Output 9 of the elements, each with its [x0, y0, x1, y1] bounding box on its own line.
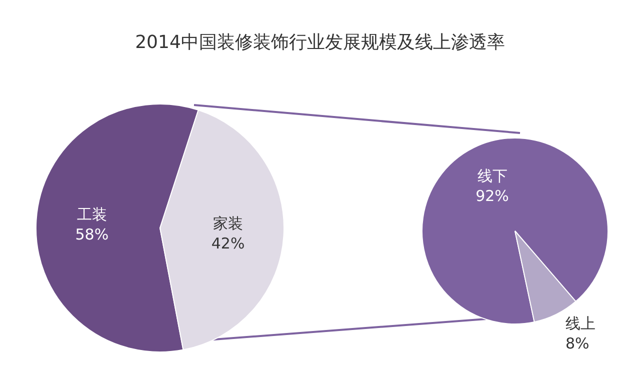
slice-label: 家装 [213, 214, 244, 232]
data-label: 8% [565, 334, 590, 353]
slice-label: 工装 [76, 206, 107, 224]
data-label: 42% [211, 234, 245, 252]
slice-label: 线下 [477, 167, 508, 186]
data-label: 58% [75, 226, 109, 244]
data-label: 92% [476, 187, 509, 206]
slice-label: 线上 [565, 314, 596, 333]
text: 2014中国装修装饰行业发展规模及线上渗透率 [134, 31, 506, 54]
